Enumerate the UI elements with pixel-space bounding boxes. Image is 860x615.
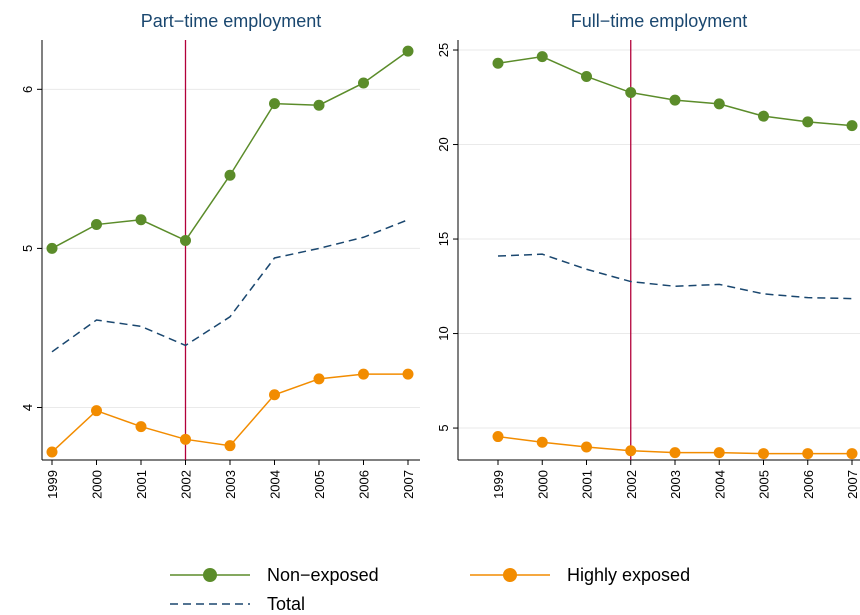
x-tick-label: 2002 (179, 470, 194, 499)
point (625, 87, 637, 99)
y-tick-label: 5 (20, 245, 35, 252)
legend-marker (203, 568, 217, 582)
point (581, 70, 592, 82)
y-tick-label: 25 (436, 43, 451, 57)
point (669, 447, 681, 459)
x-tick-label: 2000 (90, 470, 105, 499)
series-line (51, 219, 409, 353)
x-tick-label: 2007 (401, 470, 416, 499)
point (802, 116, 814, 128)
point (91, 219, 102, 231)
x-tick-label: 2006 (357, 470, 372, 499)
point (625, 445, 637, 457)
point (758, 110, 769, 122)
y-tick-label: 10 (436, 326, 451, 340)
point (846, 120, 858, 132)
point (536, 436, 548, 448)
y-tick-label: 15 (436, 232, 451, 246)
point (358, 368, 369, 380)
point (713, 98, 725, 110)
point (91, 405, 102, 417)
point (224, 169, 236, 181)
x-tick-label: 2005 (312, 470, 327, 499)
point (313, 99, 325, 111)
point (402, 368, 414, 380)
chart-title: Part−time employment (141, 11, 322, 31)
x-tick-label: 1999 (491, 470, 506, 499)
x-tick-label: 2000 (535, 470, 550, 499)
point (581, 441, 592, 453)
y-tick-label: 6 (20, 86, 35, 93)
point (180, 234, 191, 246)
point (313, 373, 325, 385)
legend-label: Total (267, 594, 305, 614)
x-tick-label: 2001 (134, 470, 149, 499)
point (402, 45, 414, 57)
legend-marker (503, 568, 517, 582)
legend-label: Non−exposed (267, 565, 379, 585)
point (713, 447, 725, 459)
point (269, 98, 280, 110)
x-tick-label: 2006 (801, 470, 816, 499)
point (492, 431, 504, 443)
y-tick-label: 20 (436, 137, 451, 151)
x-tick-label: 2004 (712, 470, 727, 499)
point (536, 51, 548, 63)
x-tick-label: 1999 (45, 470, 60, 499)
chart-title: Full−time employment (571, 11, 748, 31)
x-tick-label: 2007 (845, 470, 860, 499)
point (358, 77, 369, 89)
point (802, 448, 814, 460)
point (758, 448, 769, 460)
point (135, 214, 147, 226)
x-tick-label: 2003 (223, 470, 238, 499)
point (846, 448, 858, 460)
y-tick-label: 4 (20, 404, 35, 411)
point (269, 389, 280, 401)
point (669, 94, 681, 106)
point (492, 57, 504, 69)
point (46, 446, 58, 458)
x-tick-label: 2005 (757, 470, 772, 499)
legend-label: Highly exposed (567, 565, 690, 585)
point (180, 433, 191, 445)
point (135, 421, 147, 433)
point (224, 440, 236, 452)
x-tick-label: 2001 (580, 470, 595, 499)
point (46, 242, 58, 254)
series-line (51, 50, 409, 250)
x-tick-label: 2004 (268, 470, 283, 499)
series-line (497, 55, 853, 127)
series-line (497, 253, 853, 300)
x-tick-label: 2002 (624, 470, 639, 499)
y-tick-label: 5 (436, 424, 451, 431)
x-tick-label: 2003 (668, 470, 683, 499)
